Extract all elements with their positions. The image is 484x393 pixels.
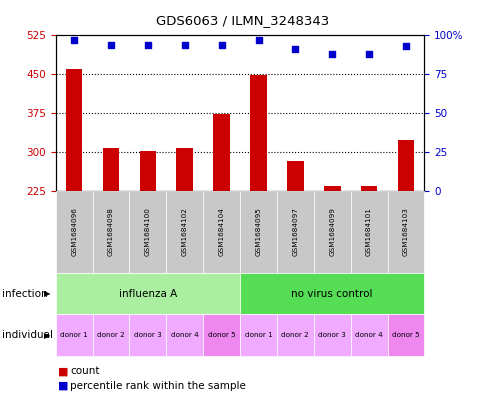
Point [254, 37, 262, 43]
Text: infection: infection [2, 289, 48, 299]
Bar [397, 140, 413, 191]
Text: GSM1684096: GSM1684096 [71, 208, 77, 256]
Point [144, 42, 151, 48]
Text: donor 3: donor 3 [134, 332, 162, 338]
Point [217, 42, 225, 48]
Point [181, 42, 188, 48]
Text: donor 1: donor 1 [60, 332, 88, 338]
Text: donor 4: donor 4 [354, 332, 382, 338]
Bar [213, 114, 229, 191]
Point [328, 51, 335, 57]
Text: donor 2: donor 2 [281, 332, 309, 338]
Text: ■: ■ [58, 381, 69, 391]
Text: donor 5: donor 5 [207, 332, 235, 338]
Text: ▶: ▶ [44, 331, 50, 340]
Bar [287, 161, 303, 191]
Bar [139, 151, 156, 191]
Text: donor 5: donor 5 [391, 332, 419, 338]
Text: influenza A: influenza A [119, 289, 177, 299]
Text: donor 3: donor 3 [318, 332, 346, 338]
Text: donor 4: donor 4 [170, 332, 198, 338]
Text: GSM1684100: GSM1684100 [145, 208, 151, 256]
Text: GSM1684099: GSM1684099 [329, 208, 334, 256]
Point [107, 42, 115, 48]
Point [401, 43, 409, 50]
Bar [66, 69, 82, 191]
Text: ■: ■ [58, 366, 69, 376]
Point [70, 37, 78, 43]
Text: no virus control: no virus control [291, 289, 372, 299]
Bar [323, 186, 340, 191]
Bar [360, 186, 377, 191]
Text: GSM1684101: GSM1684101 [365, 208, 371, 256]
Text: individual: individual [2, 330, 53, 340]
Text: GSM1684097: GSM1684097 [292, 208, 298, 256]
Text: GSM1684103: GSM1684103 [402, 208, 408, 256]
Point [364, 51, 372, 57]
Text: GSM1684104: GSM1684104 [218, 208, 224, 256]
Text: GSM1684102: GSM1684102 [182, 208, 187, 256]
Bar [250, 75, 266, 191]
Bar [176, 148, 193, 191]
Text: ▶: ▶ [44, 289, 50, 298]
Text: percentile rank within the sample: percentile rank within the sample [70, 381, 246, 391]
Text: donor 2: donor 2 [97, 332, 125, 338]
Text: GSM1684098: GSM1684098 [108, 208, 114, 256]
Point [291, 46, 299, 53]
Bar [103, 148, 119, 191]
Text: GDS6063 / ILMN_3248343: GDS6063 / ILMN_3248343 [155, 14, 329, 27]
Text: GSM1684095: GSM1684095 [255, 208, 261, 256]
Text: donor 1: donor 1 [244, 332, 272, 338]
Text: count: count [70, 366, 100, 376]
